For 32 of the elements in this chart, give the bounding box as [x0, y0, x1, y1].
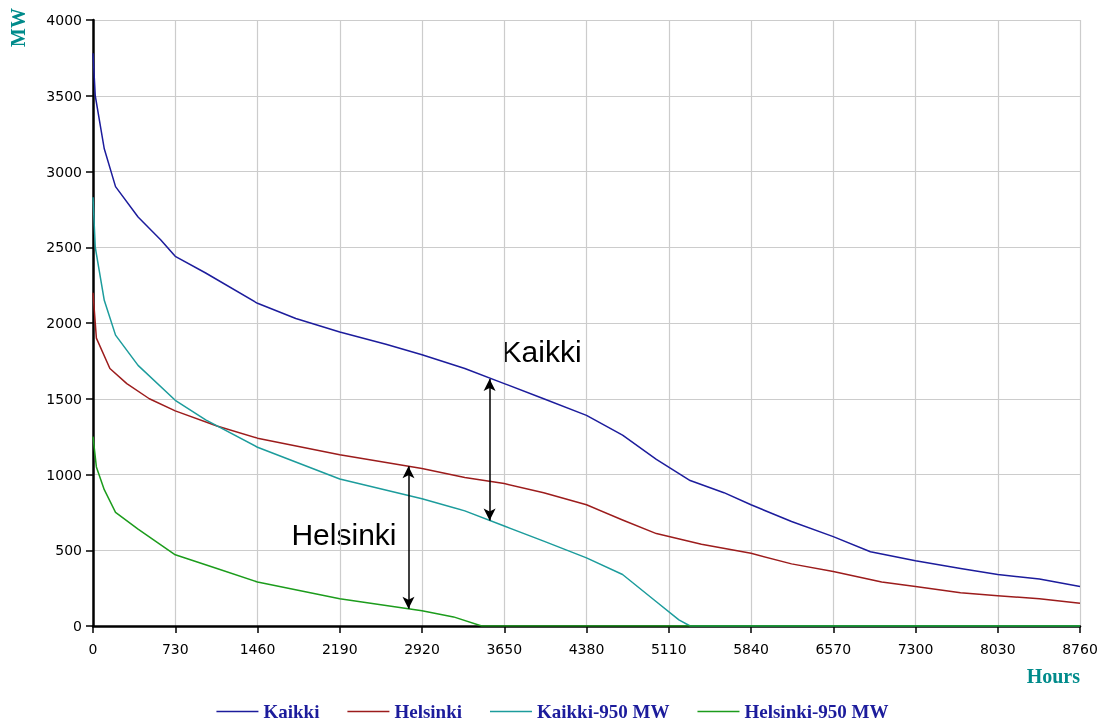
annotation: Helsinki	[291, 517, 397, 551]
annotation: Kaikki	[501, 334, 582, 368]
x-tick-label: 3650	[486, 641, 523, 657]
x-tick-label: 5110	[650, 641, 687, 657]
legend-label: Kaikki	[263, 701, 320, 722]
y-tick-label: 0	[73, 618, 82, 634]
x-tick-label: 2920	[404, 641, 440, 657]
line-series	[92, 52, 1081, 588]
x-tick-label: 0	[88, 641, 98, 657]
legend-label: Helsinki-950 MW	[744, 701, 889, 722]
x-tick-label: 4380	[568, 641, 605, 657]
legend-label: Kaikki-950 MW	[536, 701, 670, 722]
y-tick-label: 1500	[46, 390, 82, 407]
x-tick-label: 6570	[815, 641, 852, 657]
y-tick-label: 500	[55, 542, 82, 559]
y-tick-label: 3500	[46, 87, 82, 104]
y-tick-label: 4000	[46, 12, 82, 28]
line-series	[92, 291, 1081, 605]
x-axis-title: Hours	[1026, 665, 1081, 687]
x-tick-label: 1460	[239, 641, 276, 657]
legend-label: Helsinki	[394, 701, 462, 722]
y-axis-title: MW	[7, 7, 29, 47]
y-tick-label: 2500	[46, 239, 82, 256]
y-tick-label: 3000	[46, 163, 82, 180]
x-tick-label: 730	[161, 641, 189, 657]
y-tick-label: 2000	[46, 315, 82, 331]
y-tick-label: 1000	[46, 466, 82, 483]
x-tick-label: 5840	[733, 641, 769, 657]
x-tick-label: 8760	[1062, 641, 1098, 657]
x-tick-label: 2190	[321, 641, 358, 657]
x-tick-label: 7300	[897, 641, 934, 657]
x-tick-label: 8030	[979, 641, 1016, 657]
